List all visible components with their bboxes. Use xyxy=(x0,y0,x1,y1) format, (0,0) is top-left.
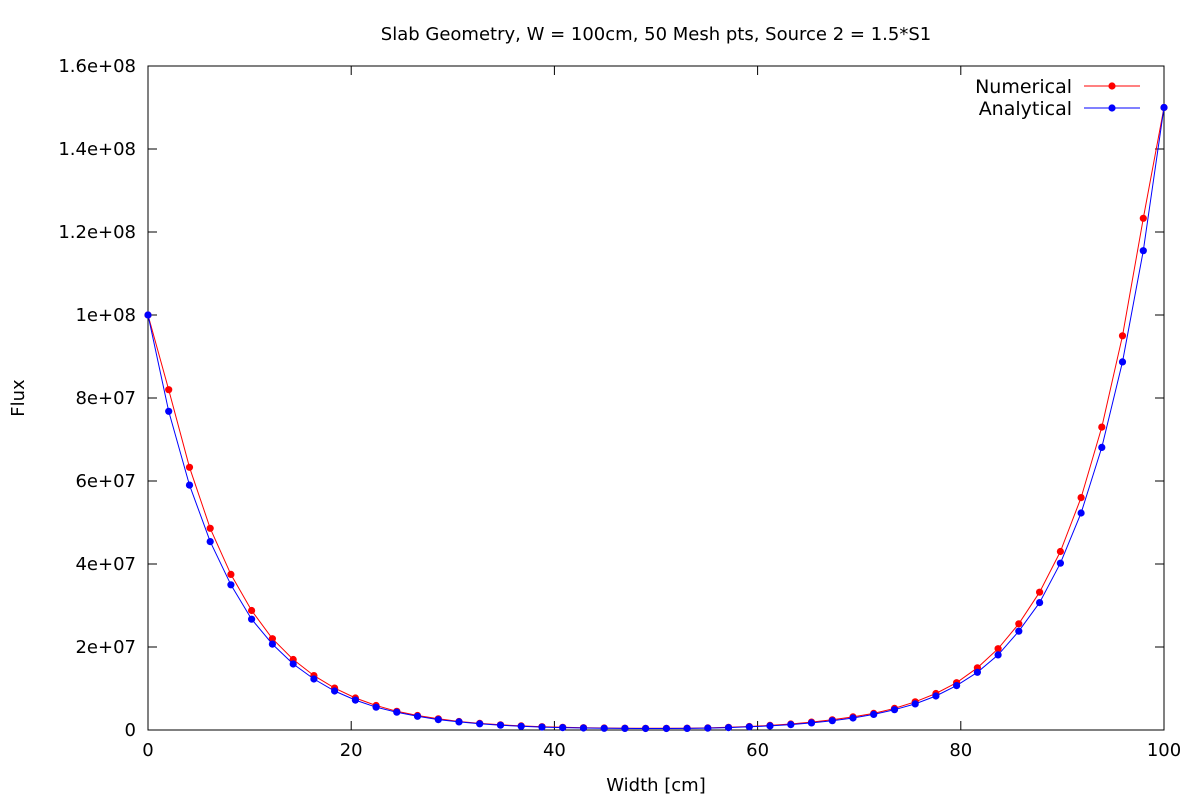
data-point-analytical xyxy=(496,721,505,729)
legend-swatch-marker-analytical xyxy=(1108,104,1116,112)
data-point-analytical xyxy=(1139,247,1147,255)
data-point-numerical xyxy=(1098,423,1106,431)
x-tick-label: 60 xyxy=(746,740,769,761)
y-tick-label: 1.6e+08 xyxy=(58,56,136,77)
y-tick-label: 1.2e+08 xyxy=(58,222,136,243)
data-point-numerical xyxy=(1036,588,1044,596)
y-tick-label: 0 xyxy=(125,720,136,741)
y-tick-label: 8e+07 xyxy=(75,388,136,409)
series-analytical xyxy=(144,103,1168,733)
data-point-analytical xyxy=(1056,559,1064,567)
data-point-analytical xyxy=(206,538,214,546)
data-point-analytical xyxy=(704,724,712,732)
data-point-analytical xyxy=(165,407,173,415)
x-axis-label: Width [cm] xyxy=(606,775,706,796)
data-point-analytical xyxy=(331,687,339,695)
series-layer xyxy=(144,103,1168,733)
x-tick-label: 40 xyxy=(543,740,566,761)
data-point-analytical xyxy=(724,724,733,732)
data-point-analytical xyxy=(849,714,857,722)
x-tick-label: 20 xyxy=(340,740,363,761)
data-point-analytical xyxy=(517,722,525,730)
data-point-analytical xyxy=(455,718,463,726)
data-point-analytical xyxy=(268,640,276,648)
y-tick-label: 6e+07 xyxy=(75,471,136,492)
data-point-numerical xyxy=(248,606,256,615)
data-point-analytical xyxy=(745,723,753,731)
data-point-analytical xyxy=(953,682,961,690)
x-tick-label: 80 xyxy=(949,740,972,761)
plot-frame xyxy=(147,65,1165,731)
data-point-analytical xyxy=(248,615,256,623)
data-point-analytical xyxy=(973,668,982,676)
x-tick-label: 0 xyxy=(142,740,153,761)
axis-ticks: 0 20 40 60 80 100 0 2e+07 4e+07 6e+07 8e+07 1e+08 1.… xyxy=(58,56,1181,761)
data-point-analytical xyxy=(310,675,318,683)
legend-swatch-marker-numerical xyxy=(1108,82,1116,90)
data-point-numerical xyxy=(206,524,214,532)
data-point-numerical xyxy=(268,635,276,643)
data-point-analytical xyxy=(393,708,401,716)
data-point-analytical xyxy=(890,706,899,714)
data-point-numerical xyxy=(227,570,235,579)
series-line-analytical xyxy=(147,107,1165,729)
data-point-analytical xyxy=(870,710,878,719)
data-point-analytical xyxy=(787,721,795,729)
data-point-analytical xyxy=(1077,509,1085,517)
data-point-analytical xyxy=(911,700,919,708)
data-point-analytical xyxy=(538,723,546,731)
data-point-numerical xyxy=(994,645,1002,653)
data-point-analytical xyxy=(1036,599,1044,607)
data-point-analytical xyxy=(559,724,567,732)
legend-item-analytical: Analytical xyxy=(979,98,1140,120)
data-point-analytical xyxy=(683,724,691,733)
data-point-analytical xyxy=(289,660,297,668)
data-point-numerical xyxy=(1015,620,1023,628)
data-point-numerical xyxy=(1139,214,1147,222)
data-point-analytical xyxy=(1118,358,1127,366)
data-point-analytical xyxy=(828,717,836,725)
data-point-numerical xyxy=(1056,547,1064,556)
data-point-numerical xyxy=(1077,494,1085,502)
data-point-analytical xyxy=(227,581,235,589)
data-point-analytical xyxy=(372,703,380,711)
legend-label-numerical: Numerical xyxy=(975,76,1072,98)
data-point-analytical xyxy=(1015,627,1023,635)
data-point-analytical xyxy=(766,722,774,730)
data-point-analytical xyxy=(351,696,359,704)
data-point-analytical xyxy=(600,724,608,732)
data-point-numerical xyxy=(1118,332,1127,340)
series-line-numerical xyxy=(147,107,1165,729)
data-point-analytical xyxy=(579,724,588,732)
data-point-analytical xyxy=(807,719,816,727)
y-tick-label: 1.4e+08 xyxy=(58,139,136,160)
chart-title: Slab Geometry, W = 100cm, 50 Mesh pts, S… xyxy=(381,24,931,45)
data-point-analytical xyxy=(642,724,650,733)
data-point-analytical xyxy=(185,481,194,489)
data-point-analytical xyxy=(994,651,1002,659)
series-numerical xyxy=(144,103,1168,732)
data-point-analytical xyxy=(434,716,442,724)
legend-label-analytical: Analytical xyxy=(979,98,1072,120)
y-tick-label: 2e+07 xyxy=(75,637,136,658)
data-point-numerical xyxy=(185,463,194,471)
data-point-analytical xyxy=(144,311,152,319)
data-point-analytical xyxy=(476,720,484,728)
data-point-numerical xyxy=(165,386,173,394)
x-tick-label: 100 xyxy=(1147,740,1181,761)
y-tick-label: 4e+07 xyxy=(75,554,136,575)
y-axis-label: Flux xyxy=(8,379,29,417)
data-point-analytical xyxy=(1098,443,1106,451)
data-point-analytical xyxy=(662,724,671,733)
data-point-analytical xyxy=(413,712,422,720)
data-point-analytical xyxy=(1160,103,1168,112)
data-point-analytical xyxy=(932,692,940,700)
data-point-analytical xyxy=(621,724,629,733)
y-tick-label: 1e+08 xyxy=(75,305,136,326)
legend-item-numerical: Numerical xyxy=(975,76,1140,98)
